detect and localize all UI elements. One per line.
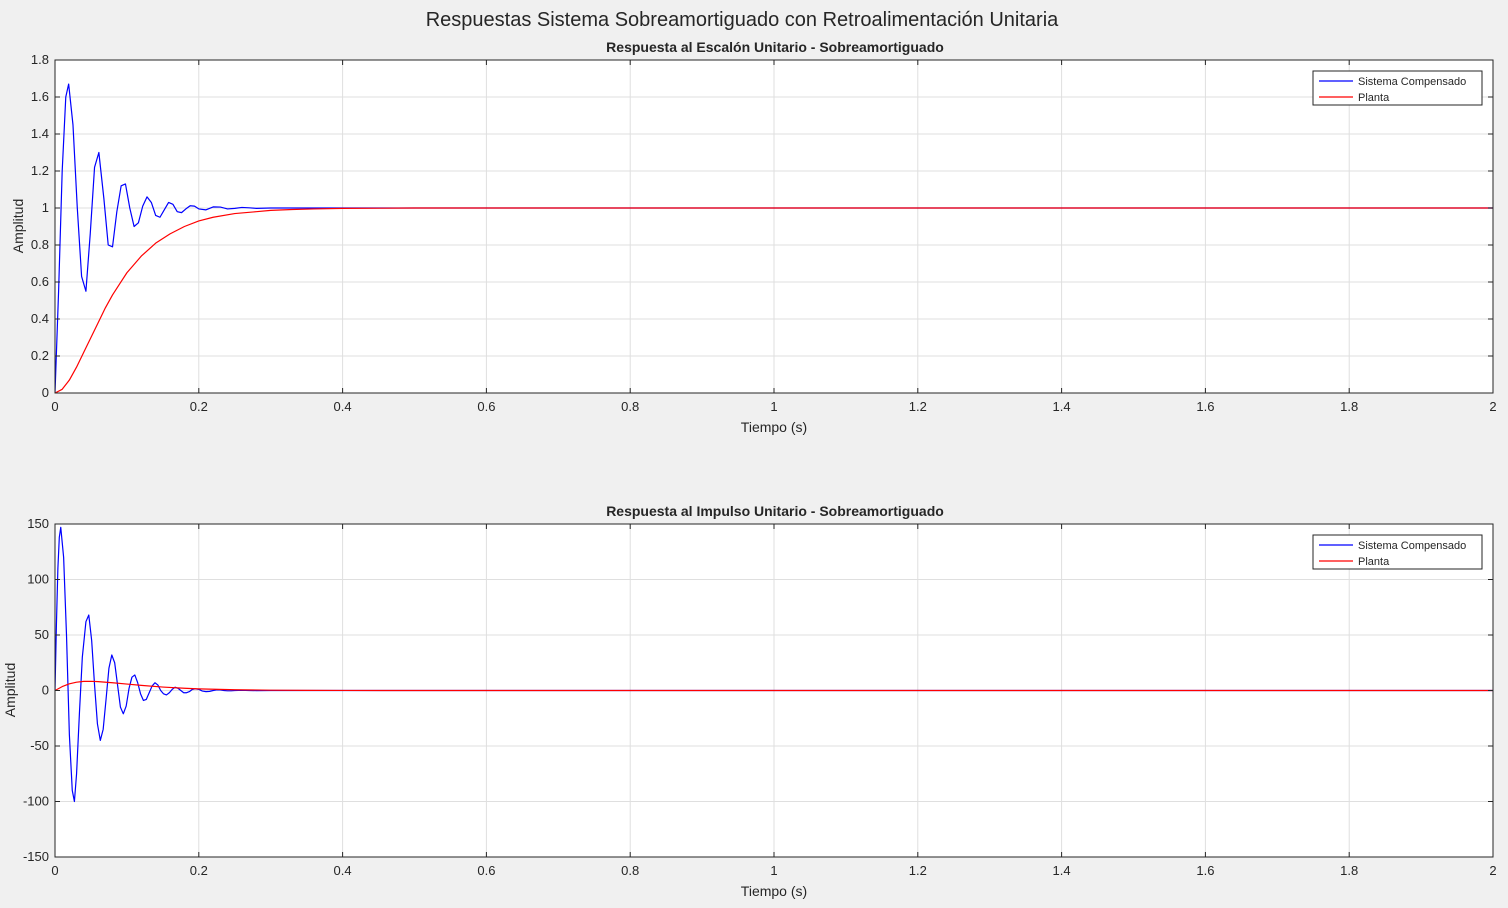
- impulse-xtick-label: 1.8: [1340, 863, 1358, 878]
- step-xtick-label: 1.6: [1196, 399, 1214, 414]
- step-ytick-label: 0.2: [31, 348, 49, 363]
- impulse-ytick-label: -50: [30, 738, 49, 753]
- step-xtick-label: 2: [1489, 399, 1496, 414]
- impulse-legend-box: [1312, 534, 1483, 570]
- step-ytick-label: 1.4: [31, 126, 49, 141]
- step-ytick-label: 0.6: [31, 274, 49, 289]
- figure-title: Respuestas Sistema Sobreamortiguado con …: [426, 9, 1059, 31]
- step-xtick-label: 0.6: [477, 399, 495, 414]
- step-plot-area: 0 0.2 0.4 0.6 0.8 1 1.2 1.4 1.6 1.8 2 0 0.2 0.4 0.6 0.8…: [31, 52, 1497, 414]
- impulse-series-line-planta: [55, 680, 1493, 692]
- step-ytick-label: 1.6: [31, 89, 49, 104]
- step-ytick-label: 0: [42, 385, 49, 400]
- impulse-ytick-label: 150: [27, 516, 49, 531]
- impulse-response-title: Respuesta al Impulso Unitario - Sobreamo…: [606, 503, 944, 519]
- step-series-line-planta: [55, 207, 1493, 393]
- step-ytick-label: 1.2: [31, 163, 49, 178]
- step-ytick-label: 1.8: [31, 52, 49, 67]
- impulse-response-ylabel: Amplitud: [2, 663, 18, 717]
- impulse-xtick-label: 0.6: [477, 863, 495, 878]
- impulse-xtick-label: 2: [1489, 863, 1496, 878]
- impulse-ytick-label: -100: [23, 794, 49, 809]
- impulse-xtick-label: 0.8: [621, 863, 639, 878]
- step-ytick-label: 0.4: [31, 311, 49, 326]
- step-response-xlabel: Tiempo (s): [741, 419, 807, 435]
- impulse-plot-area: 0 0.2 0.4 0.6 0.8 1 1.2 1.4 1.6 1.8 2 -150 -100 -50 0 5…: [23, 516, 1497, 878]
- impulse-legend[interactable]: Sistema Compensado Planta: [1312, 534, 1483, 570]
- step-legend-label: Sistema Compensado: [1358, 76, 1466, 88]
- impulse-ytick-label: -150: [23, 849, 49, 864]
- step-ytick-label: 0.8: [31, 237, 49, 252]
- step-xtick-label: 1.2: [909, 399, 927, 414]
- impulse-legend-label: Sistema Compensado: [1358, 540, 1466, 552]
- step-response-ylabel: Amplitud: [10, 199, 26, 253]
- impulse-ytick-label: 100: [27, 572, 49, 587]
- impulse-legend-label: Planta: [1358, 556, 1390, 568]
- step-legend-label: Planta: [1358, 92, 1390, 104]
- step-xtick-label: 0: [51, 399, 58, 414]
- impulse-xtick-label: 0: [51, 863, 58, 878]
- impulse-xtick-label: 1.6: [1196, 863, 1214, 878]
- step-xtick-label: 0.2: [190, 399, 208, 414]
- impulse-xtick-label: 1.2: [909, 863, 927, 878]
- impulse-xtick-label: 1: [770, 863, 777, 878]
- impulse-response-xlabel: Tiempo (s): [741, 883, 807, 899]
- step-series-line-sistema-compensado: [55, 83, 1493, 393]
- step-xtick-label: 0.8: [621, 399, 639, 414]
- step-xtick-label: 1.4: [1053, 399, 1071, 414]
- step-xtick-label: 1: [770, 399, 777, 414]
- step-legend[interactable]: Sistema Compensado Planta: [1312, 70, 1483, 106]
- step-response-axes: 0 0.2 0.4 0.6 0.8 1 1.2 1.4 1.6 1.8 2 0 0.2 0.4 0.6 0.8…: [10, 39, 1497, 435]
- step-legend-box: [1312, 70, 1483, 106]
- step-response-title: Respuesta al Escalón Unitario - Sobreamo…: [606, 39, 944, 55]
- step-xtick-label: 1.8: [1340, 399, 1358, 414]
- impulse-ytick-label: 50: [35, 627, 49, 642]
- impulse-response-axes: 0 0.2 0.4 0.6 0.8 1 1.2 1.4 1.6 1.8 2 -150 -100 -50 0 5…: [2, 503, 1497, 899]
- step-ytick-label: 1: [42, 200, 49, 215]
- impulse-xtick-label: 0.4: [334, 863, 352, 878]
- step-xtick-label: 0.4: [334, 399, 352, 414]
- impulse-ytick-label: 0: [42, 683, 49, 698]
- impulse-xtick-label: 0.2: [190, 863, 208, 878]
- impulse-xtick-label: 1.4: [1053, 863, 1071, 878]
